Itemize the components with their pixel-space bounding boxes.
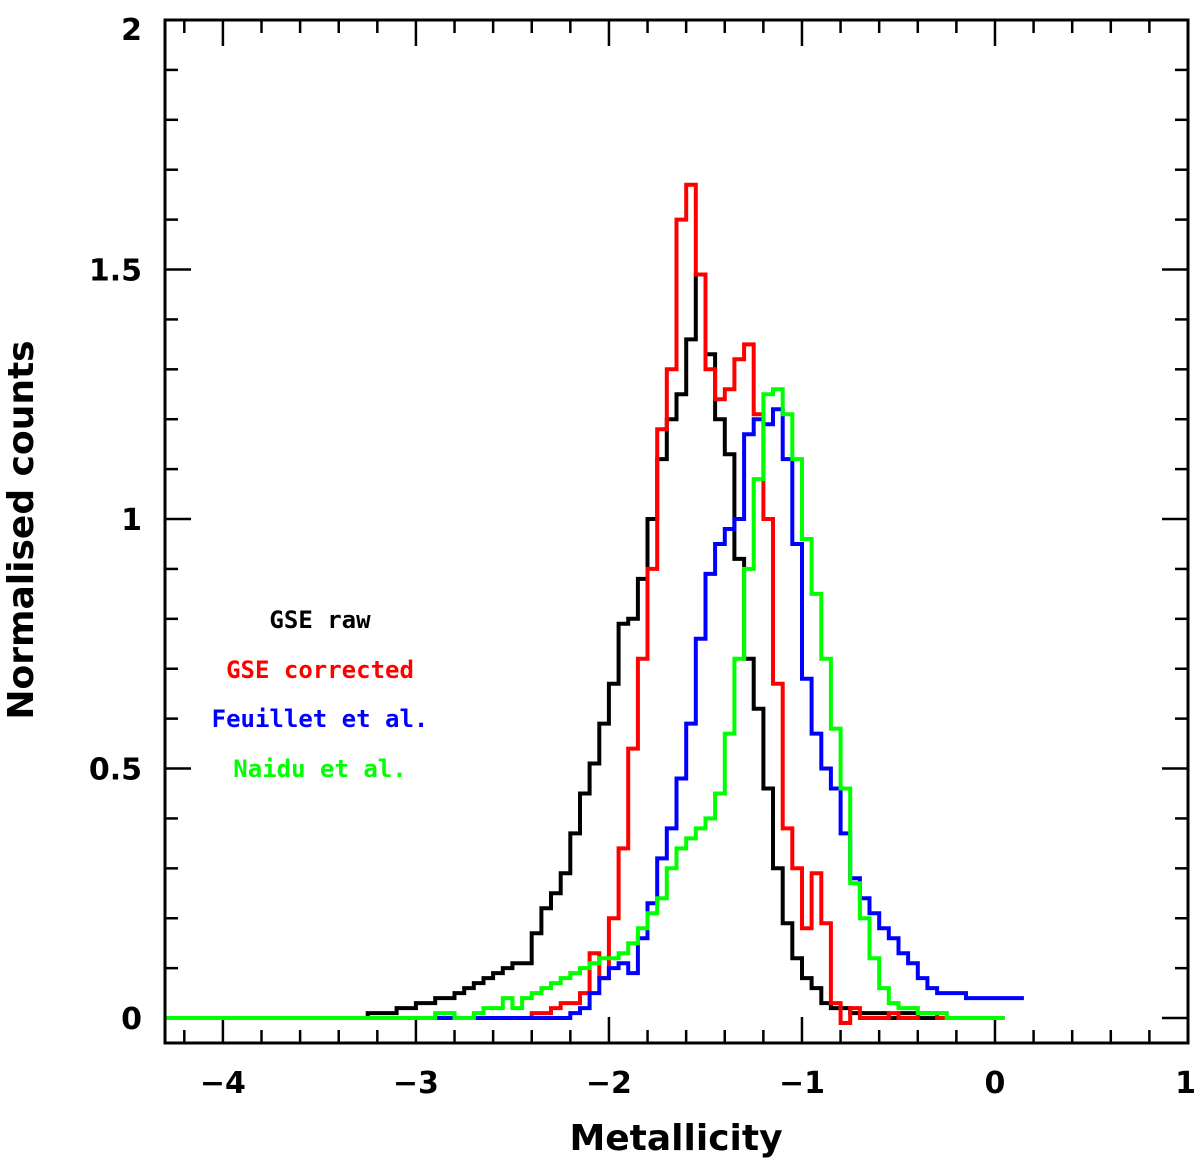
y-axis-label: Normalised counts [1,340,42,719]
y-tick-label: 2 [121,13,142,48]
series-naidu-et-al [165,387,1005,1020]
x-tick-label: −3 [393,1066,439,1101]
x-tick-label: −2 [586,1066,632,1101]
x-tick-label: −4 [200,1066,246,1101]
series-gse-raw [165,272,1005,1020]
legend-entry-feuillet: Feuillet et al. [212,705,429,733]
axis-ticks [165,20,1188,1043]
y-tick-label: 0 [121,1002,142,1037]
series-gse-corrected [165,182,1005,1025]
legend-entry-naidu: Naidu et al. [233,755,406,783]
x-tick-label: −1 [779,1066,825,1101]
legend: GSE raw GSE corrected Feuillet et al. Na… [212,606,429,783]
histogram-series [165,182,1024,1025]
legend-entry-gse-raw: GSE raw [269,606,371,634]
series-feuillet-et-al [165,407,1024,1020]
plot-frame [163,18,1190,1045]
x-tick-label: 0 [985,1066,1006,1101]
y-tick-label: 1.5 [89,254,142,289]
x-axis-label: Metallicity [569,1118,782,1159]
tick-labels: −4 −3 −2 −1 0 1 0 0.5 1 1.5 2 [89,13,1196,1101]
x-tick-label: 1 [1175,1066,1196,1101]
legend-entry-gse-corrected: GSE corrected [226,656,414,684]
y-tick-label: 0.5 [89,753,142,788]
y-tick-label: 1 [121,503,142,538]
